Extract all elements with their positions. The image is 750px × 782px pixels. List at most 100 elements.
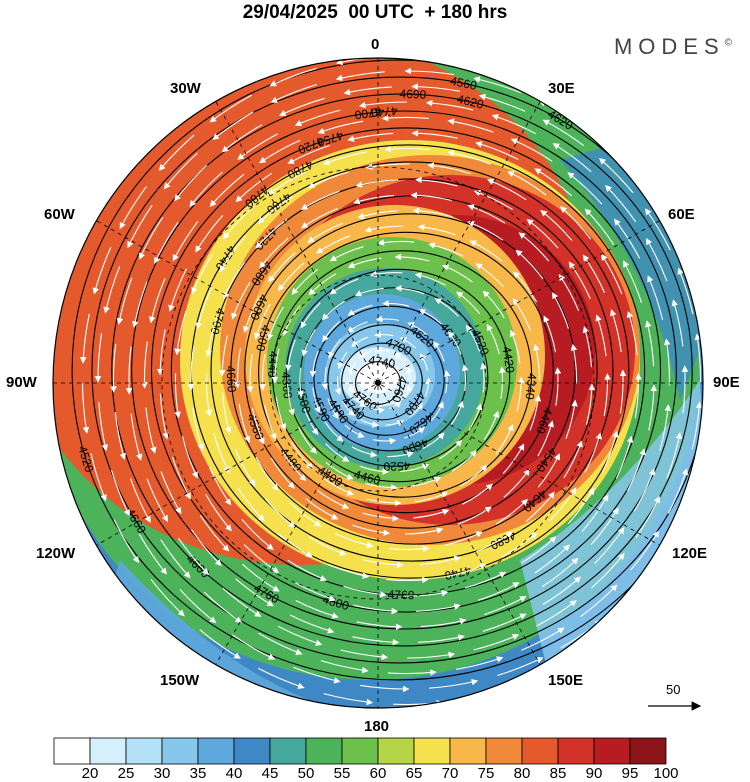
wind-streamline xyxy=(242,563,280,592)
wind-streamline xyxy=(407,322,428,336)
wind-streamline xyxy=(79,313,90,364)
wind-streamline xyxy=(360,419,379,428)
wind-streamline xyxy=(413,508,450,519)
wind-streamline xyxy=(297,426,317,454)
wind-streamline xyxy=(515,249,544,280)
wind-streamline xyxy=(417,634,465,643)
lon-label-150e: 150E xyxy=(548,672,584,689)
wind-streamline xyxy=(525,491,555,523)
contour-label: 4520 xyxy=(383,459,410,474)
wind-streamline xyxy=(243,544,280,574)
contour-label: 4700 xyxy=(354,105,383,122)
wind-streamline xyxy=(365,482,398,491)
wind-streamline xyxy=(467,204,506,224)
wind-streamline xyxy=(172,220,199,262)
wind-streamline xyxy=(327,398,339,419)
contour-line xyxy=(91,76,703,664)
wind-streamline xyxy=(295,600,339,619)
wind-streamline xyxy=(291,441,314,470)
wind-streamline xyxy=(419,555,461,566)
wind-streamline xyxy=(342,401,356,416)
wind-streamline xyxy=(630,530,659,571)
wind-streamline xyxy=(439,439,463,460)
wind-streamline xyxy=(119,186,147,230)
contour-line xyxy=(71,59,703,681)
wind-streamline xyxy=(497,657,544,677)
wind-streamline xyxy=(601,430,619,473)
wind-streamline xyxy=(653,168,684,210)
wind-streamline xyxy=(146,478,169,523)
colorbar-swatch xyxy=(233,737,271,765)
wind-streamline xyxy=(358,101,407,109)
wind-streamline xyxy=(444,531,483,546)
lon-label-30e: 30E xyxy=(548,80,575,97)
wind-streamline xyxy=(645,237,668,282)
wind-streamline xyxy=(237,133,278,160)
wind-streamline xyxy=(259,354,266,391)
wind-streamline xyxy=(482,290,505,319)
wind-streamline xyxy=(156,329,166,376)
wind-streamline xyxy=(428,242,464,257)
wind-streamline xyxy=(385,420,405,427)
wind-streamline xyxy=(591,553,625,589)
colorbar-swatch xyxy=(89,737,127,765)
wind-streamline xyxy=(223,205,255,240)
wind-streamline xyxy=(351,446,378,458)
wind-streamline xyxy=(329,246,364,262)
wind-streamline xyxy=(634,373,642,419)
map-border xyxy=(52,57,704,709)
wind-streamline xyxy=(495,423,514,455)
wind-streamline xyxy=(542,119,585,147)
lon-label-60w: 60W xyxy=(44,206,75,223)
contour-label: 4440 xyxy=(265,350,281,378)
colorbar-swatch xyxy=(269,737,307,765)
wind-streamline xyxy=(257,196,293,224)
wind-streamline xyxy=(447,118,494,133)
wind-streamline xyxy=(404,427,425,439)
colorbar-swatch xyxy=(305,737,343,765)
wind-streamline xyxy=(394,285,425,295)
wind-streamline xyxy=(565,399,578,439)
wind-streamline xyxy=(570,343,578,384)
wind-streamline xyxy=(125,346,133,395)
wind-streamline xyxy=(255,219,288,249)
wind-streamline xyxy=(582,326,593,368)
contour-label: 4360 xyxy=(279,371,295,399)
contour-label: 4700 xyxy=(207,306,227,336)
wind-streamline xyxy=(321,366,329,391)
wind-streamline xyxy=(359,465,390,475)
wind-streamline xyxy=(582,254,606,294)
wind-streamline xyxy=(347,321,368,333)
wind-streamline xyxy=(503,468,530,498)
lon-label-90e: 90E xyxy=(713,374,740,391)
wind-streamline xyxy=(195,287,213,330)
wind-streamline xyxy=(291,268,319,296)
wind-streamline xyxy=(552,143,592,173)
wind-streamline xyxy=(594,527,625,564)
wind-streamline xyxy=(221,124,263,153)
wind-streamline xyxy=(382,300,410,307)
wind-streamline xyxy=(358,350,371,359)
wind-streamline xyxy=(400,463,430,473)
wind-streamline xyxy=(473,633,520,651)
wind-streamline xyxy=(276,532,313,558)
brand-name: MODES xyxy=(613,34,725,59)
colorbar-swatch xyxy=(593,737,631,765)
wind-streamline xyxy=(277,625,323,646)
wind-streamline xyxy=(191,529,222,567)
contour-label: 4560 xyxy=(449,74,478,93)
wind-streamline xyxy=(290,614,335,634)
wind-streamline xyxy=(404,67,454,76)
wind-streamline xyxy=(510,138,553,162)
wind-streamline xyxy=(512,298,531,331)
wind-streamline xyxy=(627,448,646,492)
contour-line xyxy=(131,110,677,630)
wind-streamline xyxy=(348,362,357,376)
wind-streamline xyxy=(316,235,351,254)
wind-streamline xyxy=(279,97,325,116)
wind-streamline xyxy=(457,506,492,525)
wind-streamline xyxy=(114,412,127,461)
contour-line xyxy=(258,231,554,514)
colorbar-tick-label: 75 xyxy=(477,765,495,782)
wind-streamline xyxy=(130,413,143,461)
